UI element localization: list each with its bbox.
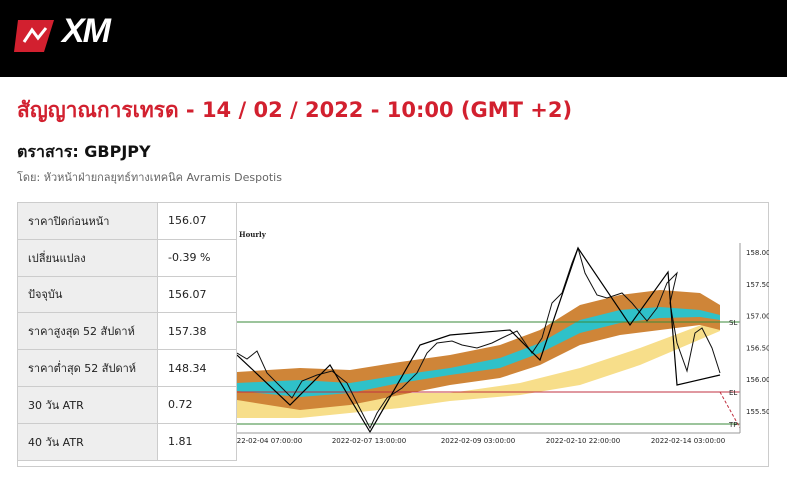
value-cell: 157.38 [157,312,237,351]
table-row: ราคาต่ำสุด 52 สัปดาห์ 148.34 [17,349,237,387]
value-cell: 156.07 [157,275,237,314]
date-label: 2022-02-04 07:00:00 [237,437,302,445]
value-cell: 156.07 [157,202,237,240]
stats-table: ราคาปิดก่อนหน้า 156.07 เปลี่ยนแปลง -0.39 % ป… [17,202,237,461]
label-cell: ปัจจุบัน [17,275,158,314]
price-path [237,246,721,430]
header: XM [0,0,787,77]
label-cell: ราคาต่ำสุด 52 สัปดาห์ [17,349,158,387]
label-cell: เปลี่ยนแปลง [17,238,158,277]
table-row: 40 วัน ATR 1.81 [17,422,237,461]
table-row: ราคาสูงสุด 52 สัปดาห์ 157.38 [17,312,237,351]
logo[interactable]: XM [62,12,111,50]
page-title: สัญญาณการเทรด - 14 / 02 / 2022 - 10:00 (… [17,98,573,122]
price-label: 156.00 [746,376,769,384]
label-cell: 30 วัน ATR [17,385,158,424]
table-row: เปลี่ยนแปลง -0.39 % [17,238,237,277]
date-label: 2022-02-10 22:00:00 [546,437,620,445]
label-cell: ราคาสูงสุด 52 สัปดาห์ [17,312,158,351]
price-label: 156.50 [746,344,769,352]
level-label: TP [728,421,738,429]
value-cell: 1.81 [157,422,237,461]
zigzag [237,246,721,434]
date-label: 2022-02-14 03:00:00 [651,437,725,445]
author: โดย: หัวหน้าฝ่ายกลยุทธ์ทางเทคนิค Avramis… [17,171,282,184]
logo-icon [14,20,54,52]
price-label: 158.00 [746,249,769,257]
level-label: SL [729,319,737,327]
label-cell: 40 วัน ATR [17,422,158,461]
instrument: ตราสาร: GBPJPY [17,142,151,161]
level-label: EL [729,389,737,397]
timeframe: Hourly [239,230,267,239]
label-cell: ราคาปิดก่อนหน้า [17,202,158,240]
chart-image: Hourly 158.00 157.50 157.00 156.50 156.00 155… [237,230,769,445]
price-label: 157.50 [746,281,769,289]
value-cell: -0.39 % [157,238,237,277]
table-row: ราคาปิดก่อนหน้า 156.07 [17,202,237,240]
projection [719,391,741,429]
price-label: 157.00 [746,313,769,321]
date-label: 2022-02-07 13:00:00 [332,437,406,445]
table-row: 30 วัน ATR 0.72 [17,385,237,424]
price-label: 155.50 [746,408,769,416]
date-label: 2022-02-09 03:00:00 [441,437,515,445]
value-cell: 148.34 [157,349,237,387]
value-cell: 0.72 [157,385,237,424]
table-row: ปัจจุบัน 156.07 [17,275,237,314]
